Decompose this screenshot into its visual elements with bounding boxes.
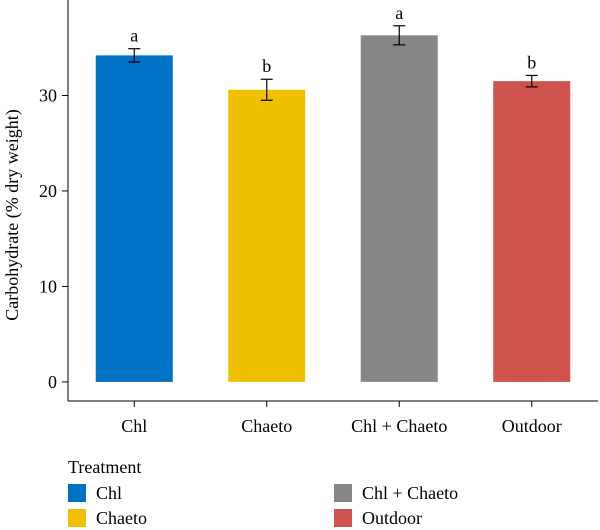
legend-swatch-outdoor xyxy=(334,509,352,527)
bar-chl xyxy=(95,55,173,382)
bar-chaeto xyxy=(228,89,306,382)
legend-swatch-chaeto xyxy=(68,509,86,527)
legend-swatch-chl-chaeto xyxy=(334,484,352,502)
legend-label: Outdoor xyxy=(362,508,422,528)
y-axis-label: Carbohydrate (% dry weight) xyxy=(2,109,23,320)
legend-swatch-chl xyxy=(68,484,86,502)
significance-letter: a xyxy=(130,26,138,46)
legend-item-outdoor: Outdoor xyxy=(334,507,422,529)
x-tick-label: Chaeto xyxy=(241,416,292,436)
legend-item-chl-chaeto: Chl + Chaeto xyxy=(334,482,458,504)
y-tick-label: 20 xyxy=(39,181,57,201)
y-tick-label: 30 xyxy=(39,85,57,105)
legend-item-chaeto: Chaeto xyxy=(68,507,147,529)
x-tick-label: Chl xyxy=(121,416,147,436)
legend-item-chl: Chl xyxy=(68,482,122,504)
bar-chl-chaeto xyxy=(360,35,438,382)
bar-outdoor xyxy=(493,81,571,382)
legend-label: Chaeto xyxy=(96,508,147,528)
significance-letter: b xyxy=(262,56,271,76)
x-tick-label: Outdoor xyxy=(502,416,562,436)
legend: Treatment Chl Chaeto Chl + Chaeto Outdoo… xyxy=(68,456,588,530)
legend-label: Chl xyxy=(96,483,123,503)
legend-label: Chl + Chaeto xyxy=(362,483,459,503)
significance-letter: a xyxy=(395,3,403,23)
significance-letter: b xyxy=(527,52,536,72)
x-tick-label: Chl + Chaeto xyxy=(351,416,447,436)
y-tick-label: 0 xyxy=(48,372,57,392)
y-tick-label: 10 xyxy=(39,276,57,296)
legend-title: Treatment xyxy=(68,457,142,477)
plot-area: 0 10 20 30 a Chl b Chaeto a Chl + Chaeto b Outdoor xyxy=(39,0,598,436)
